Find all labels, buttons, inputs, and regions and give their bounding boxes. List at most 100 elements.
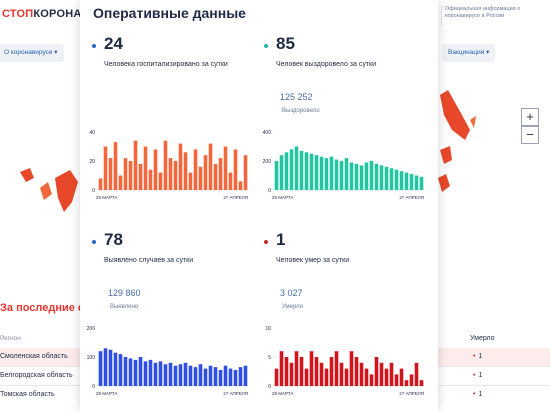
bar[interactable]	[349, 351, 354, 386]
bar[interactable]	[389, 362, 394, 386]
bar[interactable]	[158, 361, 163, 386]
bar[interactable]	[148, 359, 153, 386]
bar[interactable]	[228, 368, 233, 386]
bar[interactable]	[163, 364, 168, 386]
bar[interactable]	[108, 349, 113, 386]
bar[interactable]	[238, 181, 243, 190]
bar[interactable]	[238, 367, 243, 386]
bar[interactable]	[304, 368, 309, 386]
bar[interactable]	[153, 362, 158, 386]
zoom-in-button[interactable]: +	[521, 108, 539, 126]
bar[interactable]	[218, 158, 223, 190]
bar[interactable]	[284, 152, 289, 190]
bar[interactable]	[153, 149, 158, 190]
bar[interactable]	[188, 365, 193, 386]
bar[interactable]	[329, 357, 334, 386]
bar[interactable]	[399, 171, 404, 190]
bar[interactable]	[334, 159, 339, 190]
bar[interactable]	[183, 152, 188, 190]
bar[interactable]	[198, 166, 203, 190]
bar[interactable]	[233, 370, 238, 386]
bar[interactable]	[218, 370, 223, 386]
bar[interactable]	[103, 348, 108, 386]
bar[interactable]	[228, 172, 233, 190]
bar[interactable]	[399, 368, 404, 386]
bar[interactable]	[163, 140, 168, 190]
bar[interactable]	[339, 362, 344, 386]
bar[interactable]	[113, 142, 118, 190]
bar[interactable]	[384, 166, 389, 190]
bar[interactable]	[354, 163, 359, 190]
bar[interactable]	[404, 172, 409, 190]
bar[interactable]	[414, 175, 419, 191]
bar[interactable]	[414, 362, 419, 386]
bar[interactable]	[374, 163, 379, 190]
bar[interactable]	[138, 163, 143, 190]
bar[interactable]	[158, 172, 163, 190]
bar[interactable]	[294, 351, 299, 386]
bar[interactable]	[369, 161, 374, 190]
bar[interactable]	[213, 367, 218, 386]
bar[interactable]	[223, 365, 228, 386]
bar[interactable]	[193, 367, 198, 386]
bar[interactable]	[379, 165, 384, 190]
bar[interactable]	[133, 359, 138, 386]
bar[interactable]	[359, 165, 364, 190]
bar[interactable]	[309, 153, 314, 190]
bar[interactable]	[128, 358, 133, 386]
bar[interactable]	[118, 175, 123, 191]
bar[interactable]	[404, 380, 409, 386]
bar[interactable]	[198, 364, 203, 386]
bar[interactable]	[349, 162, 354, 190]
bar[interactable]	[133, 140, 138, 190]
bar[interactable]	[379, 362, 384, 386]
bar[interactable]	[243, 365, 248, 386]
bar[interactable]	[354, 357, 359, 386]
bar[interactable]	[419, 380, 424, 386]
bar[interactable]	[409, 374, 414, 386]
bar[interactable]	[364, 368, 369, 386]
bar[interactable]	[243, 155, 248, 190]
bar[interactable]	[284, 357, 289, 386]
bar[interactable]	[103, 146, 108, 191]
bar[interactable]	[329, 156, 334, 190]
bar[interactable]	[173, 161, 178, 190]
bar[interactable]	[168, 362, 173, 386]
bar[interactable]	[394, 169, 399, 190]
bar[interactable]	[274, 161, 279, 190]
bar[interactable]	[148, 169, 153, 190]
russia-map[interactable]: + −	[0, 70, 550, 300]
bar[interactable]	[294, 146, 299, 191]
bar[interactable]	[304, 152, 309, 190]
bar[interactable]	[193, 149, 198, 190]
bar[interactable]	[113, 352, 118, 386]
bar[interactable]	[98, 178, 103, 190]
bar[interactable]	[128, 161, 133, 190]
bar[interactable]	[168, 158, 173, 190]
bar[interactable]	[279, 351, 284, 386]
bar[interactable]	[314, 357, 319, 386]
bar[interactable]	[289, 149, 294, 190]
bar[interactable]	[339, 161, 344, 190]
bar[interactable]	[364, 162, 369, 190]
bar[interactable]	[369, 374, 374, 386]
bar[interactable]	[314, 155, 319, 190]
bar[interactable]	[409, 174, 414, 190]
bar[interactable]	[374, 357, 379, 386]
bar[interactable]	[208, 143, 213, 190]
bar[interactable]	[108, 158, 113, 190]
bar[interactable]	[359, 362, 364, 386]
bar[interactable]	[143, 146, 148, 191]
bar[interactable]	[213, 163, 218, 190]
bar[interactable]	[279, 155, 284, 190]
bar[interactable]	[138, 357, 143, 386]
bar[interactable]	[389, 168, 394, 190]
bar[interactable]	[233, 149, 238, 190]
bar[interactable]	[208, 365, 213, 386]
bar[interactable]	[178, 143, 183, 190]
bar[interactable]	[289, 362, 294, 386]
bar[interactable]	[324, 368, 329, 386]
nav-vaccination[interactable]: Вакцинация ▾	[442, 44, 496, 62]
bar[interactable]	[319, 156, 324, 190]
bar[interactable]	[334, 351, 339, 386]
